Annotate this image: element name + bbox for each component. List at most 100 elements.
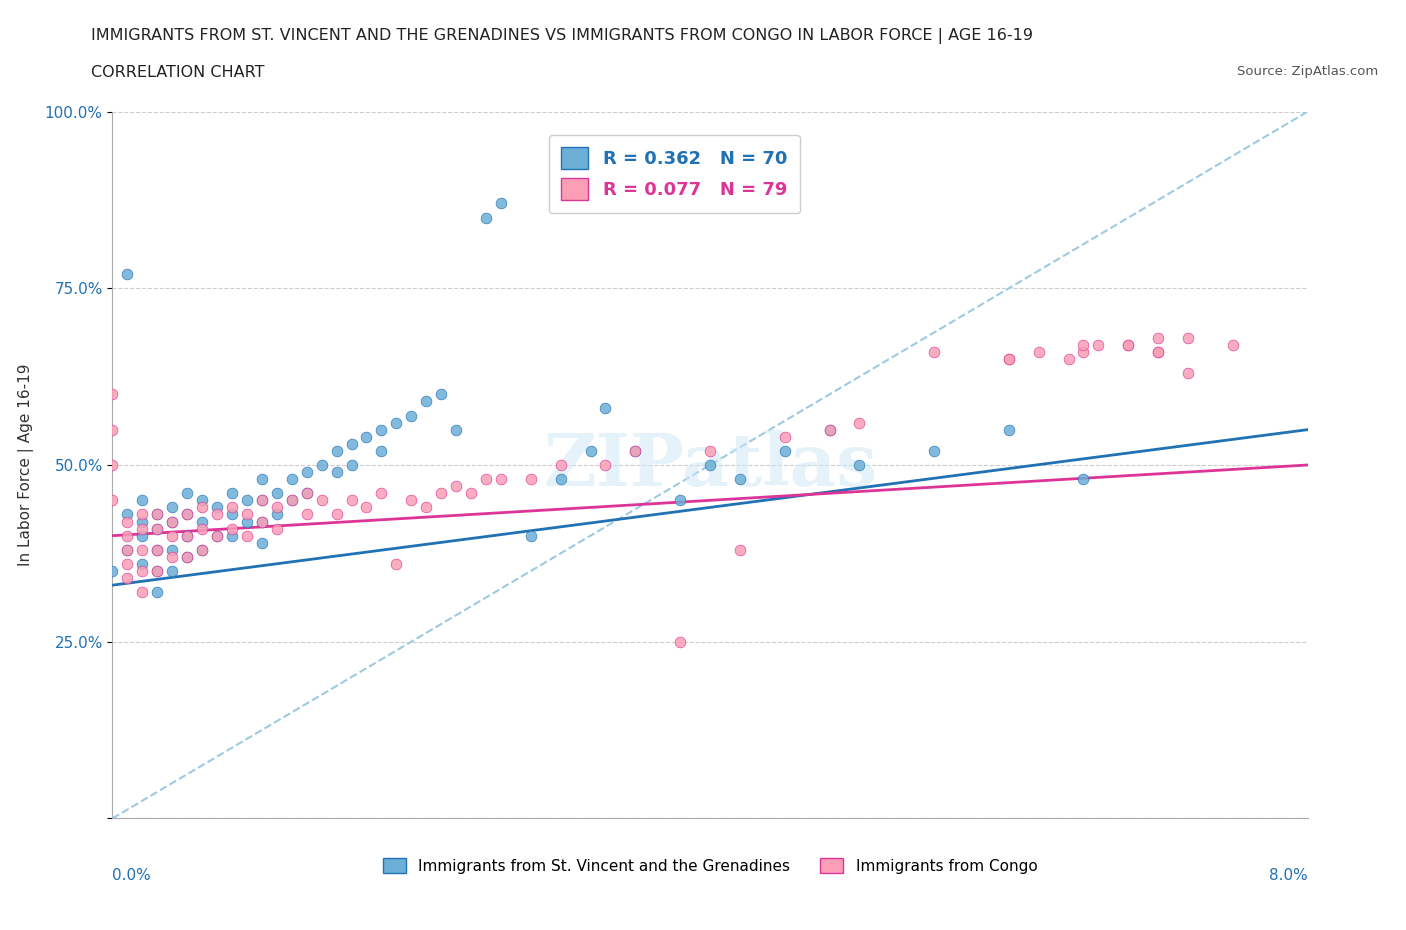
Point (236, 507, 259, 522)
Point (191, 521, 214, 536)
Point (1147, 330, 1170, 345)
Point (550, 472, 572, 486)
Point (1147, 344, 1170, 359)
Point (848, 458, 870, 472)
Point (131, 514, 153, 529)
Point (101, 387, 124, 402)
Point (998, 422, 1021, 437)
Point (370, 485, 392, 500)
Point (1118, 338, 1140, 352)
Point (325, 507, 347, 522)
Point (385, 556, 408, 571)
Point (191, 542, 214, 557)
Point (430, 485, 453, 500)
Point (415, 394, 437, 409)
Point (401, 408, 423, 423)
Point (520, 472, 543, 486)
Point (1118, 338, 1140, 352)
Point (444, 479, 467, 494)
Point (221, 521, 243, 536)
Point (1057, 352, 1080, 366)
Point (1147, 344, 1170, 359)
Point (266, 521, 288, 536)
Point (101, 564, 124, 578)
Text: IMMIGRANTS FROM ST. VINCENT AND THE GRENADINES VS IMMIGRANTS FROM CONGO IN LABOR: IMMIGRANTS FROM ST. VINCENT AND THE GREN… (91, 28, 1033, 44)
Point (356, 500, 378, 515)
Point (176, 528, 198, 543)
Point (176, 550, 198, 565)
Point (250, 514, 273, 529)
Point (191, 514, 214, 529)
Point (281, 472, 304, 486)
Point (1073, 472, 1095, 486)
Point (922, 444, 945, 458)
Point (101, 493, 124, 508)
Point (356, 430, 378, 445)
Point (131, 585, 153, 600)
Point (385, 415, 408, 430)
Point (101, 458, 124, 472)
Point (295, 485, 318, 500)
Point (340, 493, 363, 508)
Point (250, 493, 273, 508)
Point (101, 422, 124, 437)
Point (250, 472, 273, 486)
Point (266, 500, 288, 515)
Point (117, 528, 139, 543)
Point (773, 444, 796, 458)
Point (699, 444, 721, 458)
Point (250, 536, 273, 551)
Point (191, 542, 214, 557)
Point (728, 472, 751, 486)
Point (281, 493, 304, 508)
Point (1222, 338, 1244, 352)
Point (205, 528, 228, 543)
Point (205, 528, 228, 543)
Point (162, 514, 183, 529)
Point (131, 507, 153, 522)
Point (295, 507, 318, 522)
Point (221, 507, 243, 522)
Point (131, 528, 153, 543)
Point (221, 485, 243, 500)
Point (176, 507, 198, 522)
Point (475, 472, 498, 486)
Point (669, 634, 692, 649)
Point (146, 542, 169, 557)
Point (266, 507, 288, 522)
Point (117, 507, 139, 522)
Point (250, 514, 273, 529)
Point (475, 210, 498, 225)
Point (191, 500, 214, 515)
Point (146, 542, 169, 557)
Point (430, 387, 453, 402)
Point (624, 444, 647, 458)
Point (146, 521, 169, 536)
Point (1177, 330, 1199, 345)
Point (579, 444, 602, 458)
Point (325, 444, 347, 458)
Point (131, 493, 153, 508)
Point (281, 493, 304, 508)
Point (550, 458, 572, 472)
Point (131, 542, 153, 557)
Point (236, 493, 259, 508)
Point (773, 430, 796, 445)
Legend: Immigrants from St. Vincent and the Grenadines, Immigrants from Congo: Immigrants from St. Vincent and the Gren… (375, 850, 1045, 882)
Point (340, 436, 363, 451)
Point (250, 493, 273, 508)
Point (415, 500, 437, 515)
Point (162, 542, 183, 557)
Point (236, 514, 259, 529)
Point (117, 267, 139, 282)
Point (311, 458, 333, 472)
Point (176, 485, 198, 500)
Text: 8.0%: 8.0% (1268, 868, 1308, 883)
Point (370, 444, 392, 458)
Point (728, 542, 751, 557)
Point (162, 500, 183, 515)
Point (146, 564, 169, 578)
Point (311, 493, 333, 508)
Point (205, 507, 228, 522)
Point (1087, 338, 1109, 352)
